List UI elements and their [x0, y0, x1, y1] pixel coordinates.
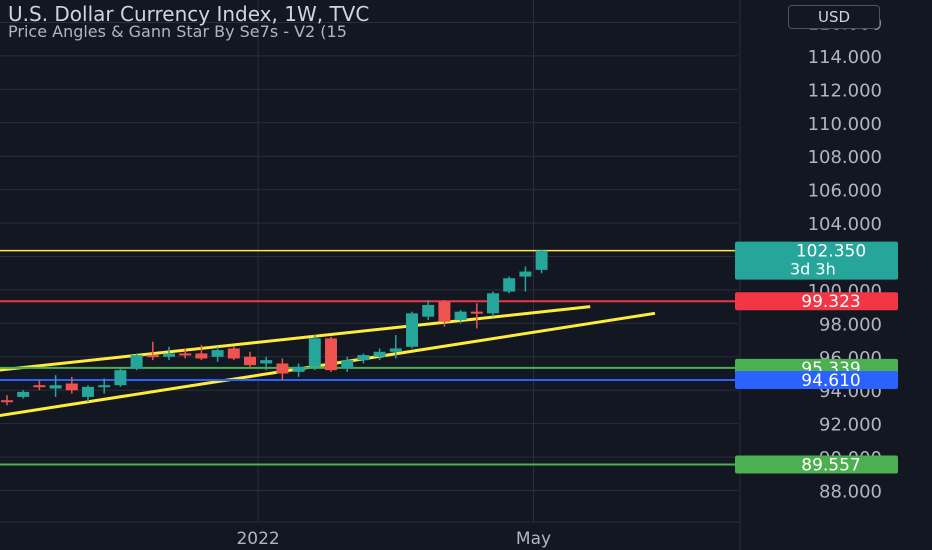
candle-body: [227, 348, 240, 359]
y-tick-label: 104.000: [808, 214, 882, 235]
candle-body: [130, 355, 143, 369]
currency-button[interactable]: USD: [788, 5, 880, 29]
y-tick-label: 114.000: [808, 47, 882, 68]
y-tick-label: 108.000: [808, 147, 882, 168]
candle-body: [373, 351, 386, 357]
y-tick-label: 88.000: [819, 482, 882, 503]
candle-body: [438, 301, 451, 322]
trend-line: [0, 311, 656, 418]
indicator-title[interactable]: Price Angles & Gann Star By Se7s - V2 (1…: [8, 22, 347, 41]
candle-body: [260, 360, 273, 364]
candle-body: [1, 400, 13, 403]
candle-body: [98, 385, 111, 388]
candle-body: [535, 250, 548, 270]
candle-body: [33, 385, 46, 388]
candle-body: [163, 353, 175, 357]
price-label-box: [735, 241, 898, 280]
candle-body: [503, 278, 516, 292]
x-tick-label: May: [516, 529, 551, 549]
candle-body: [195, 353, 208, 359]
candle-body: [422, 304, 435, 317]
price-label-text: 89.557: [801, 455, 860, 475]
candle-body: [519, 271, 532, 277]
y-tick-label: 98.000: [819, 314, 882, 335]
chart-title: U.S. Dollar Currency Index, 1W, TVC: [8, 2, 370, 26]
candle-body: [357, 355, 370, 361]
candle-body: [276, 363, 289, 374]
candle-body: [244, 356, 256, 366]
y-tick-label: 92.000: [819, 415, 882, 436]
candle-body: [17, 391, 30, 397]
candles: [1, 249, 548, 406]
candle-body: [179, 353, 192, 356]
candle-body: [308, 338, 321, 367]
candle-body: [487, 293, 499, 314]
candle-body: [82, 386, 94, 397]
candle-body: [325, 338, 337, 371]
candle-body: [292, 366, 305, 372]
price-label-text: 99.323: [801, 292, 860, 312]
price-label-text: 94.610: [801, 371, 860, 391]
candle-body: [114, 370, 127, 386]
price-label-box: [735, 455, 898, 474]
trend-lines: [0, 305, 656, 418]
price-label-box: [735, 371, 898, 390]
price-label-box: [735, 292, 898, 311]
y-tick-label: 106.000: [808, 181, 882, 202]
candle-body: [146, 355, 159, 358]
candle-body: [65, 383, 78, 391]
time-axis[interactable]: 2022 May: [236, 529, 551, 549]
candle-body: [470, 311, 483, 314]
y-tick-label: 112.000: [808, 80, 882, 101]
candle-body: [49, 385, 62, 389]
y-tick-label: 110.000: [808, 114, 882, 135]
candle-body: [454, 311, 467, 321]
candle-body: [389, 348, 402, 352]
candle-body: [341, 360, 354, 369]
candle-body: [406, 313, 418, 347]
trend-line: [0, 305, 591, 372]
price-label-text: 102.350: [796, 242, 866, 262]
countdown-label: 3d 3h: [790, 260, 836, 279]
candle-body: [211, 350, 224, 357]
x-tick-label: 2022: [236, 529, 279, 549]
grid: [0, 0, 741, 550]
